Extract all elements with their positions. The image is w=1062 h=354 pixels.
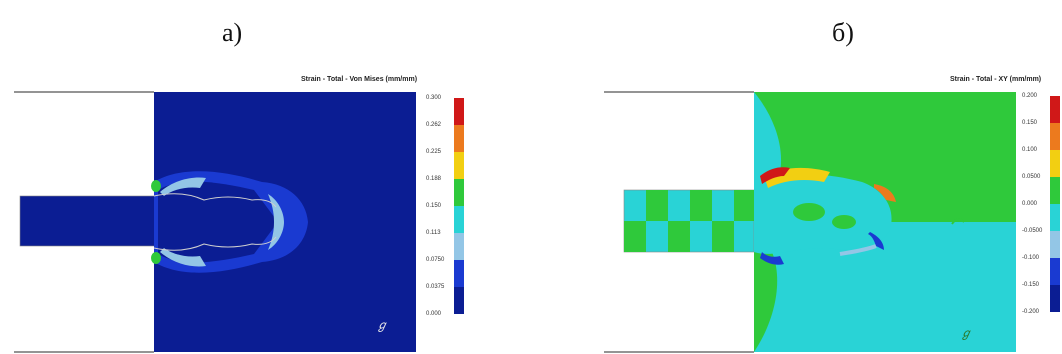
plot-title-a: Strain - Total - Von Mises (mm/mm): [301, 76, 418, 83]
legend-value: 0.0500: [1022, 174, 1041, 180]
legend-swatch: [1050, 123, 1060, 150]
legend-value: 0.000: [426, 311, 442, 317]
billet-cell: [646, 190, 668, 221]
contour-orange-tip: [874, 184, 896, 202]
legend-value: -0.100: [1022, 255, 1040, 261]
legend-value: -0.0500: [1022, 228, 1043, 234]
legend-swatch: [1050, 177, 1060, 204]
contour-blue-bottom: [760, 252, 784, 265]
legend-swatch: [1050, 96, 1060, 123]
strain-field-a: [14, 91, 416, 353]
legend-value: 0.225: [426, 149, 442, 155]
billet-cell: [712, 221, 734, 252]
contour-blue-tip: [868, 232, 884, 250]
legend-value: 0.100: [1022, 147, 1038, 153]
legend-value: -0.150: [1022, 282, 1040, 288]
contour-green-blob: [793, 203, 825, 221]
xy-strain-plot: Strain - Total - XY (mm/mm) 0.200 0.150 0.…: [604, 72, 1062, 354]
billet-cell: [734, 190, 754, 221]
legend-swatch: [454, 179, 464, 206]
legend-value: 0.300: [426, 95, 442, 101]
billet-cell: [690, 190, 712, 221]
billet-cell: [624, 221, 646, 252]
contour-hot-bottom: [151, 252, 161, 264]
region-lower-left: [754, 252, 778, 352]
plot-title-b: Strain - Total - XY (mm/mm): [950, 76, 1042, 83]
legend-value: 0.000: [1022, 201, 1038, 207]
contour-small-bump: [951, 218, 965, 225]
step-marker-a: ℊ: [376, 318, 389, 332]
legend-value: -0.200: [1022, 309, 1040, 315]
legend-value: 0.200: [1022, 93, 1038, 99]
contour-red: [760, 167, 790, 184]
contour-hot-top: [151, 180, 161, 192]
legend-value: 0.262: [426, 122, 442, 128]
legend-swatch: [1050, 204, 1060, 231]
panel-label-b: б): [832, 18, 854, 47]
legend-swatch: [454, 125, 464, 152]
legend-swatch: [454, 287, 464, 314]
billet-cell: [668, 221, 690, 252]
contour-lower-edge: [160, 248, 206, 267]
contour-light-band: [839, 244, 877, 256]
legend-value: 0.0375: [426, 284, 445, 290]
legend-swatch: [454, 260, 464, 287]
contour-core: [158, 181, 278, 263]
contour-upper-edge: [160, 177, 206, 196]
legend-swatch: [1050, 258, 1060, 285]
legend-swatch: [1050, 150, 1060, 177]
von-mises-strain-plot: Strain - Total - Von Mises (mm/mm) 0.300…: [14, 72, 482, 354]
legend-value: 0.0750: [426, 257, 445, 263]
panel-label-a: а): [222, 18, 243, 47]
billet: [19, 195, 157, 247]
legend-value: 0.150: [1022, 120, 1038, 126]
legend-value: 0.188: [426, 176, 442, 182]
legend-swatch: [454, 152, 464, 179]
profile-line-bottom: [153, 236, 277, 251]
legend-swatch: [1050, 285, 1060, 312]
legend-swatch: [454, 206, 464, 233]
legend-value: 0.150: [426, 203, 442, 209]
legend-swatch: [454, 233, 464, 260]
contour-tip: [268, 194, 284, 250]
step-marker-b: ℊ: [960, 326, 973, 340]
profile-line-top: [153, 193, 277, 208]
legend-swatch: [454, 98, 464, 125]
contour-green-blob: [832, 215, 856, 229]
strain-field-b: [604, 91, 1016, 353]
legend-swatch: [1050, 231, 1060, 258]
region-upper-left: [754, 92, 782, 190]
legend-value: 0.113: [426, 230, 441, 236]
